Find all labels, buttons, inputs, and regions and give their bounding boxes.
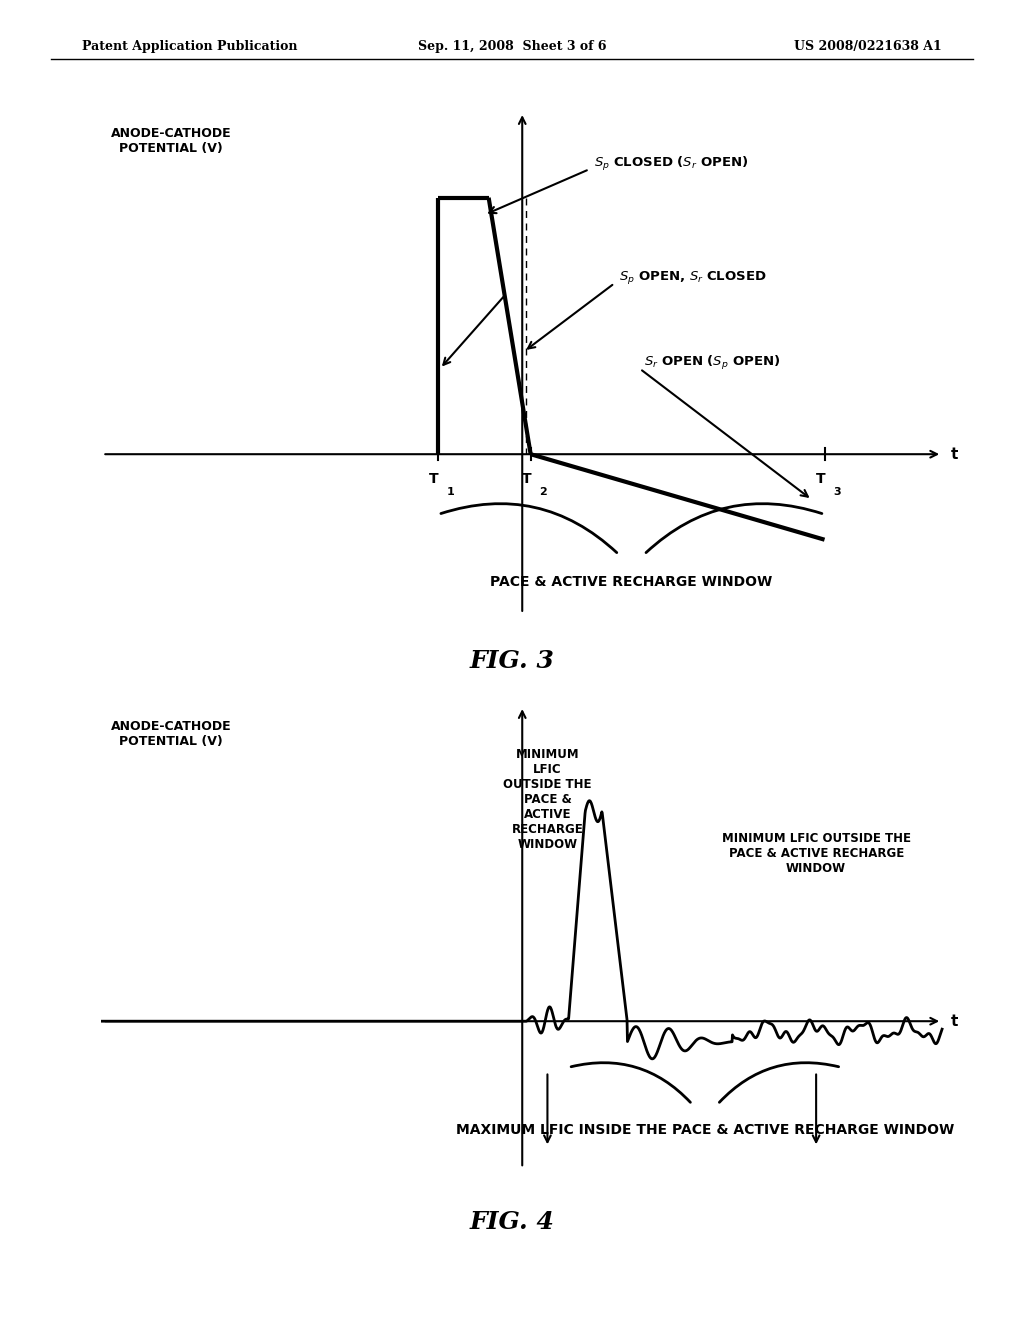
Text: MINIMUM LFIC OUTSIDE THE
PACE & ACTIVE RECHARGE
WINDOW: MINIMUM LFIC OUTSIDE THE PACE & ACTIVE R…: [722, 832, 910, 875]
Text: MAXIMUM LFIC INSIDE THE PACE & ACTIVE RECHARGE WINDOW: MAXIMUM LFIC INSIDE THE PACE & ACTIVE RE…: [456, 1123, 954, 1137]
Text: 3: 3: [833, 487, 841, 496]
Text: 2: 2: [539, 487, 547, 496]
Text: 1: 1: [446, 487, 455, 496]
Text: t: t: [950, 446, 957, 462]
Text: ANODE-CATHODE
POTENTIAL (V): ANODE-CATHODE POTENTIAL (V): [111, 721, 231, 748]
Text: PACE & ACTIVE RECHARGE WINDOW: PACE & ACTIVE RECHARGE WINDOW: [490, 574, 772, 589]
Text: $S_p$ OPEN, $S_r$ CLOSED: $S_p$ OPEN, $S_r$ CLOSED: [618, 269, 766, 286]
Text: MINIMUM
LFIC
OUTSIDE THE
PACE &
ACTIVE
RECHARGE
WINDOW: MINIMUM LFIC OUTSIDE THE PACE & ACTIVE R…: [503, 748, 592, 851]
Text: Patent Application Publication: Patent Application Publication: [82, 40, 297, 53]
Text: T: T: [521, 471, 531, 486]
Text: Sep. 11, 2008  Sheet 3 of 6: Sep. 11, 2008 Sheet 3 of 6: [418, 40, 606, 53]
Text: T: T: [815, 471, 825, 486]
Text: $S_r$ OPEN ($S_p$ OPEN): $S_r$ OPEN ($S_p$ OPEN): [644, 354, 780, 372]
Text: t: t: [950, 1014, 957, 1028]
Text: ANODE-CATHODE
POTENTIAL (V): ANODE-CATHODE POTENTIAL (V): [111, 127, 231, 156]
Text: $S_p$ CLOSED ($S_r$ OPEN): $S_p$ CLOSED ($S_r$ OPEN): [594, 154, 748, 173]
Text: T: T: [429, 471, 439, 486]
Text: US 2008/0221638 A1: US 2008/0221638 A1: [795, 40, 942, 53]
Text: FIG. 3: FIG. 3: [470, 649, 554, 673]
Text: FIG. 4: FIG. 4: [470, 1210, 554, 1234]
